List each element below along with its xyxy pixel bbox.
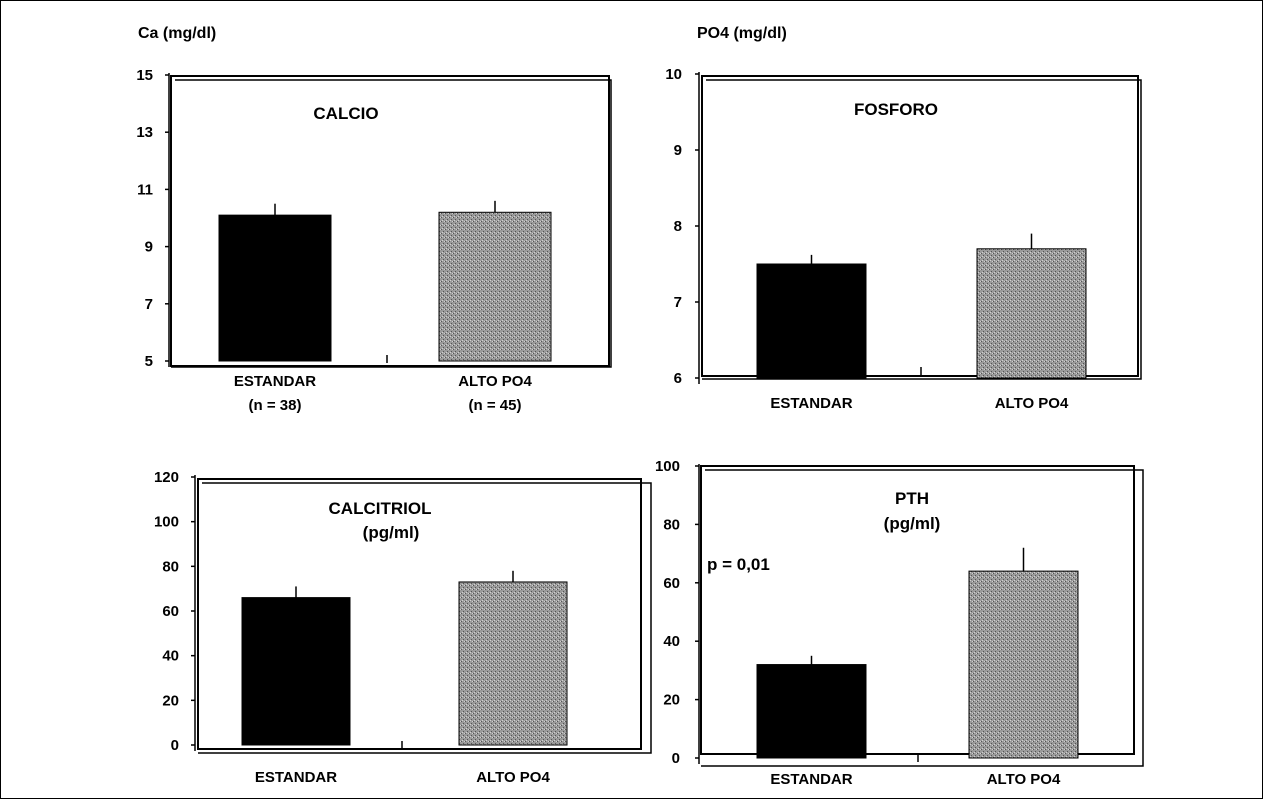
y-tick-label: 80	[162, 558, 179, 575]
panel-frame	[170, 75, 610, 367]
bar-alto-po4	[458, 581, 568, 746]
y-tick-label: 100	[154, 514, 179, 531]
category-label: ESTANDAR	[770, 395, 852, 412]
p-value-annotation: p = 0,01	[707, 555, 770, 574]
y-tick-label: 80	[663, 516, 680, 533]
category-label: ESTANDAR	[234, 373, 316, 390]
y-tick-label: 9	[674, 142, 682, 159]
category-label: ALTO PO4	[476, 769, 550, 786]
y-tick-label: 40	[162, 648, 179, 665]
chart-title: FOSFORO	[854, 100, 938, 119]
category-note: (n = 45)	[469, 397, 522, 414]
bar-alto-po4	[438, 211, 552, 362]
panel-frame-shadow	[702, 79, 1142, 380]
category-label: ESTANDAR	[255, 769, 337, 786]
panel-frame-shadow	[171, 79, 612, 368]
y-tick-label: 120	[154, 469, 179, 486]
chart-title: CALCITRIOL	[329, 499, 432, 518]
y-tick-label: 7	[145, 296, 153, 313]
bar-alto-po4	[968, 570, 1079, 759]
chart-subtitle: (pg/ml)	[363, 523, 420, 542]
y-tick-label: 0	[672, 750, 680, 767]
y-tick-label: 9	[145, 239, 153, 256]
category-label: ESTANDAR	[770, 771, 852, 788]
y-tick-label: 20	[162, 692, 179, 709]
y-tick-label: 13	[136, 124, 153, 141]
y-tick-label: 8	[674, 218, 682, 235]
bar-alto-po4	[976, 248, 1087, 379]
y-tick-label: 40	[663, 633, 680, 650]
y-tick-label: 100	[655, 458, 680, 475]
y-tick-label: 6	[674, 370, 682, 387]
bar-estandar	[241, 597, 351, 746]
category-label: ALTO PO4	[458, 373, 532, 390]
y-tick-label: 7	[674, 294, 682, 311]
bar-estandar	[756, 664, 867, 759]
y-tick-label: 60	[162, 603, 179, 620]
panel-frame-shadow	[701, 469, 1144, 767]
chart-title: CALCIO	[313, 104, 378, 123]
panel-frame-shadow	[198, 482, 652, 754]
category-note: (n = 38)	[249, 397, 302, 414]
panel-frame	[701, 75, 1139, 377]
y-tick-label: 11	[137, 181, 153, 198]
y-unit-label: Ca (mg/dl)	[138, 25, 216, 42]
y-tick-label: 10	[665, 66, 682, 83]
chart-title: PTH	[895, 489, 929, 508]
panel-frame	[197, 478, 642, 750]
y-tick-label: 0	[171, 737, 179, 754]
y-unit-label: PO4 (mg/dl)	[697, 25, 787, 42]
bar-estandar	[218, 214, 332, 362]
y-tick-label: 60	[663, 575, 680, 592]
category-label: ALTO PO4	[995, 395, 1069, 412]
y-tick-label: 15	[136, 67, 153, 84]
y-tick-label: 20	[663, 692, 680, 709]
bar-estandar	[756, 263, 867, 379]
category-label: ALTO PO4	[987, 771, 1061, 788]
chart-subtitle: (pg/ml)	[884, 514, 941, 533]
y-tick-label: 5	[145, 353, 153, 370]
